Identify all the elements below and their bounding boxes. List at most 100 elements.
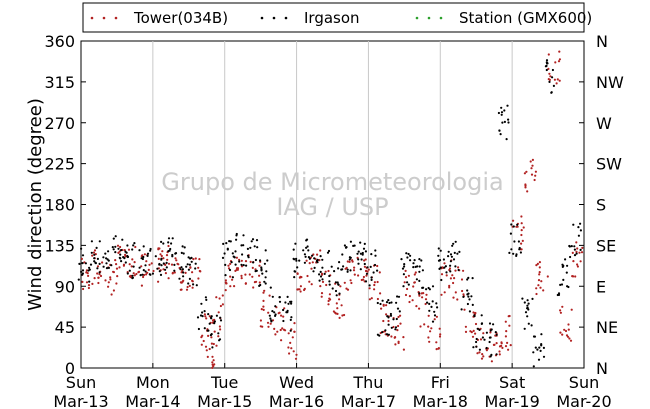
data-point <box>537 279 541 282</box>
data-point <box>255 280 258 283</box>
data-point <box>144 270 147 273</box>
data-point <box>250 240 253 243</box>
data-point <box>157 280 160 283</box>
data-point <box>454 269 457 272</box>
data-point <box>497 111 500 115</box>
data-point <box>321 278 324 281</box>
data-point <box>258 264 261 267</box>
data-point <box>117 251 120 254</box>
data-point <box>151 272 154 275</box>
legend-label: Station (GMX600) <box>459 9 592 27</box>
data-point <box>87 284 91 287</box>
data-point <box>421 286 424 289</box>
data-point <box>284 301 287 304</box>
data-point <box>341 268 344 271</box>
data-point <box>146 252 150 255</box>
data-point <box>381 299 384 302</box>
data-point <box>478 351 481 354</box>
data-point <box>425 288 428 291</box>
data-point <box>407 274 410 277</box>
data-point <box>348 258 351 261</box>
data-point <box>525 170 528 173</box>
data-point <box>540 344 543 347</box>
data-point <box>548 78 552 81</box>
data-point <box>262 299 265 302</box>
data-point <box>559 309 562 312</box>
data-point <box>569 255 572 259</box>
data-point <box>311 261 314 264</box>
data-point <box>102 265 105 268</box>
data-point <box>105 257 108 260</box>
data-point <box>439 333 442 336</box>
x-tick-date-label: Mar-19 <box>484 392 539 409</box>
data-point <box>467 295 470 298</box>
legend-marker <box>439 16 443 20</box>
data-point <box>327 269 330 273</box>
data-point <box>362 275 365 279</box>
legend-marker <box>427 16 431 20</box>
data-point <box>420 292 423 295</box>
data-point <box>112 289 115 292</box>
data-point <box>574 275 577 278</box>
data-point <box>509 344 512 347</box>
data-point <box>207 334 210 337</box>
x-tick-day-label: Thu <box>352 373 383 392</box>
data-point <box>394 343 397 346</box>
data-point <box>320 292 324 295</box>
data-point <box>359 252 362 255</box>
data-point <box>542 355 546 358</box>
data-point <box>339 285 342 288</box>
data-point <box>223 252 226 255</box>
data-point <box>318 279 321 282</box>
data-point <box>527 322 530 325</box>
data-point <box>98 240 101 243</box>
data-point <box>299 285 302 288</box>
data-point <box>192 283 195 286</box>
data-point <box>205 349 208 352</box>
data-point <box>235 267 239 270</box>
data-point <box>335 302 338 305</box>
data-point <box>238 258 241 261</box>
data-point <box>331 287 334 290</box>
data-point <box>510 223 513 226</box>
data-point <box>545 59 549 62</box>
data-point <box>538 271 541 274</box>
data-point <box>190 260 193 263</box>
data-point <box>353 273 356 276</box>
data-point <box>394 326 398 329</box>
data-point <box>253 245 256 248</box>
data-point <box>188 277 191 280</box>
data-point <box>110 264 113 267</box>
data-point <box>218 297 221 300</box>
data-point <box>531 164 534 167</box>
data-point <box>226 248 229 251</box>
data-point <box>180 266 183 269</box>
data-point <box>162 242 165 245</box>
data-point <box>466 278 469 281</box>
data-point <box>363 265 366 268</box>
data-point <box>370 278 373 281</box>
data-point <box>379 302 382 306</box>
data-point <box>169 247 172 251</box>
data-point <box>145 260 148 263</box>
data-point <box>539 349 542 352</box>
data-point <box>379 292 382 295</box>
data-point <box>516 223 519 226</box>
data-point <box>395 317 398 321</box>
data-point <box>82 287 85 291</box>
data-point <box>188 263 191 266</box>
data-point <box>368 298 371 301</box>
data-point <box>294 357 298 360</box>
data-point <box>171 237 174 240</box>
data-point <box>430 327 433 330</box>
data-point <box>406 287 409 291</box>
data-point <box>179 268 182 271</box>
data-point <box>97 276 100 279</box>
data-point <box>510 248 513 251</box>
data-point <box>306 245 309 248</box>
data-point <box>471 277 474 280</box>
data-point <box>325 283 328 287</box>
data-point <box>290 347 293 350</box>
data-point <box>118 256 121 259</box>
